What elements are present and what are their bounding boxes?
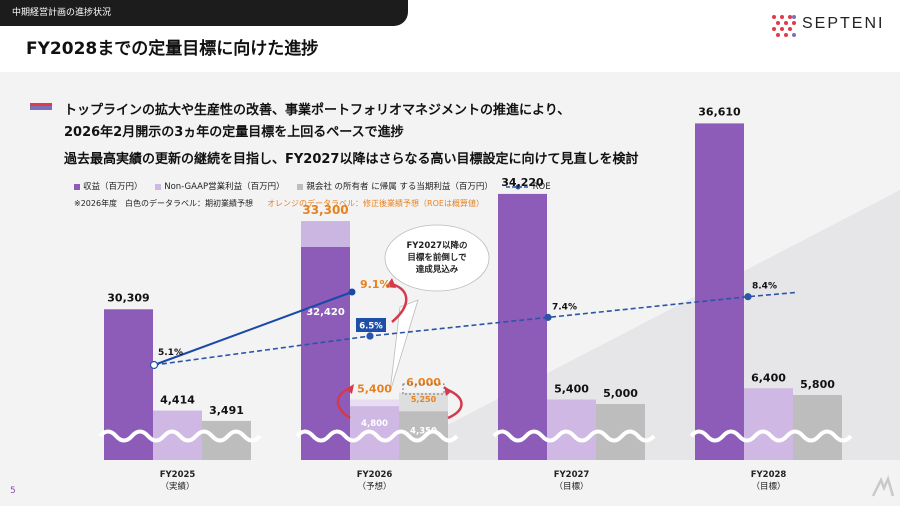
data-label-roe-revised: 9.1%	[360, 278, 391, 291]
bullet-marker	[30, 103, 52, 110]
watermark-logo-icon	[871, 475, 895, 497]
data-label-non-gaap: 4,414	[160, 394, 195, 407]
roe-point-revised	[348, 288, 356, 296]
section-tab: 中期経営計画の進捗状況	[0, 0, 408, 26]
legend-revenue: 収益（百万円）	[74, 182, 143, 192]
data-label-net-income-sub: 5,250	[411, 395, 437, 404]
data-label-roe: 8.4%	[752, 282, 777, 292]
data-label-non-gaap: 6,400	[751, 371, 786, 384]
data-label-roe: 5.1%	[158, 348, 183, 358]
upgrade-arrow-net-income	[447, 388, 463, 420]
callout-line-3: 達成見込み	[416, 264, 459, 275]
note-orange-label: オレンジのデータラベル：修正後業績予想（ROEは概算値）	[267, 199, 484, 208]
axis-break-mark	[98, 429, 262, 443]
data-label-net-income: 4,350	[410, 426, 437, 436]
data-label-non-gaap: 4,800	[361, 419, 388, 429]
logo-text: SEPTENI	[802, 15, 885, 32]
data-label-revenue: 32,420	[306, 307, 345, 318]
bullet-line-3: 過去最高実績の更新の継続を目指し、FY2027以降はさらなる高い目標設定に向けて…	[64, 152, 639, 167]
x-tick-label: FY2027	[554, 470, 590, 480]
data-label-revenue-revised: 33,300	[302, 203, 348, 217]
data-label-net-income: 5,000	[603, 387, 638, 400]
chart-note: ※2026年度 白色のデータラベル：期初業績予想 オレンジのデータラベル：修正後業…	[74, 198, 484, 209]
revised-range-box	[402, 383, 445, 395]
upgrade-arrow-non-gaap	[336, 386, 351, 420]
axis-break-mark	[689, 429, 853, 443]
roe-point	[149, 360, 159, 370]
x-tick-sublabel: （実績）	[160, 481, 194, 492]
x-tick-label: FY2028	[751, 470, 787, 480]
upgrade-arrow-roe	[391, 282, 408, 323]
bar-revenue-fy2027	[498, 193, 547, 460]
x-tick-sublabel: （目標）	[751, 481, 785, 492]
note-white-label: ※2026年度 白色のデータラベル：期初業績予想	[74, 199, 254, 208]
data-label-non-gaap: 5,400	[554, 383, 589, 396]
bar-non-gaap-fy2027	[547, 399, 596, 460]
data-label-net-income: 3,491	[209, 404, 244, 417]
legend-roe: ROE	[505, 182, 551, 192]
bar-net-income-fy2028	[793, 395, 842, 460]
data-label-revenue: 34,220	[501, 176, 544, 189]
x-tick-sublabel: （目標）	[554, 481, 588, 492]
logo-mark-icon	[772, 15, 796, 37]
x-tick-label: FY2026	[357, 470, 393, 480]
data-label-roe: 6.5%	[359, 322, 383, 332]
bar-revenue-fy2028	[695, 123, 744, 460]
bar-net-income-fy2025	[202, 420, 251, 460]
callout-line-1: FY2027以降の	[406, 240, 467, 251]
upgrade-arrowhead-non-gaap	[346, 384, 354, 394]
axis-break-mark	[492, 429, 656, 443]
x-tick-label: FY2025	[160, 470, 196, 480]
data-label-revenue: 36,610	[698, 105, 741, 118]
page-title: FY2028までの定量目標に向けた進捗	[26, 39, 319, 59]
upgrade-arrowhead-net-income	[444, 386, 452, 396]
data-label-net-income-revised: 6,000	[406, 376, 441, 389]
data-label-revenue: 30,309	[107, 291, 149, 304]
bullet-line-2: 2026年2月開示の3ヵ年の定量目標を上回るペースで進捗	[64, 125, 404, 140]
data-label-roe: 7.4%	[552, 302, 577, 312]
data-label-non-gaap-revised: 5,400	[357, 383, 392, 396]
upgrade-arrowhead-roe	[386, 278, 396, 288]
chart-legend: 収益（百万円） Non-GAAP営業利益（百万円） 親会社 の所有者 に帰属 す…	[74, 180, 561, 192]
data-label-net-income: 5,800	[800, 378, 835, 391]
legend-net-income: 親会社 の所有者 に帰属 する当期利益（百万円）	[297, 182, 493, 192]
callout-bubble	[384, 224, 490, 292]
page-number: 5	[10, 486, 16, 496]
axis-break-mark	[295, 429, 459, 443]
roe-label-box	[356, 318, 386, 332]
roe-point	[366, 332, 374, 340]
callout-line-2: 目標を前倒しで	[407, 252, 467, 263]
roe-point	[744, 293, 752, 301]
roe-line-revised	[153, 291, 353, 366]
bullet-line-1: トップラインの拡大や生産性の改善、事業ポートフォリオマネジメントの推進により、	[64, 103, 571, 118]
septeni-logo: SEPTENI	[770, 13, 890, 37]
bar-revenue-fy2026	[301, 247, 350, 460]
legend-non-gaap: Non-GAAP営業利益（百万円）	[155, 182, 285, 192]
bar-non-gaap-fy2028	[744, 388, 793, 460]
x-tick-sublabel: （予想）	[357, 481, 391, 492]
callout-pointer	[389, 299, 419, 393]
roe-point	[544, 313, 552, 321]
